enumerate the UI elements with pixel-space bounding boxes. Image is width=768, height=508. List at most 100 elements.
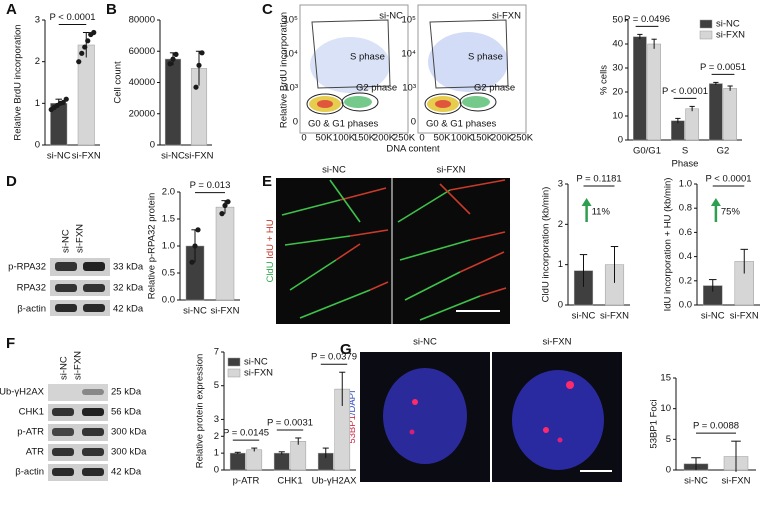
data-point — [91, 29, 97, 36]
data-point — [173, 51, 179, 57]
focus — [543, 427, 549, 433]
stain-2: IdU + HU — [265, 219, 276, 258]
y-tick-label: 50 — [612, 15, 623, 26]
panel-label: G — [340, 341, 352, 358]
bar — [685, 108, 699, 141]
y-tick-label: 2 — [214, 431, 219, 442]
image-sample: si-NC — [413, 337, 437, 348]
panel-label: E — [262, 173, 272, 190]
stain-1: 53BP1 — [347, 415, 358, 444]
flow-tick: 100K — [333, 133, 356, 144]
band — [55, 304, 77, 312]
y-axis-label: Relative protein expression — [195, 354, 206, 469]
p-value: P < 0.0001 — [662, 86, 708, 97]
x-tick-label: si-FXN — [72, 151, 101, 162]
band — [82, 408, 104, 416]
lane-label: si-NC — [59, 356, 70, 380]
y-tick-label: 1 — [35, 98, 40, 109]
focus — [557, 437, 563, 443]
gate-label: G2 phase — [474, 83, 515, 94]
data-point — [167, 61, 173, 67]
flow-tick: 10⁵ — [401, 15, 416, 26]
y-tick-label: 5 — [214, 380, 219, 391]
flow-tick: 100K — [451, 133, 474, 144]
bar — [246, 449, 263, 471]
callout-arrowhead — [581, 198, 592, 206]
bar — [723, 88, 737, 141]
blot-d — [50, 258, 110, 316]
flow-tick: 150K — [471, 133, 494, 144]
y-tick-label: 0 — [150, 140, 155, 151]
x-tick-label: si-NC — [701, 311, 725, 322]
size-label: 56 kDa — [111, 407, 142, 418]
y-tick-label: 1.0 — [162, 241, 175, 252]
band — [52, 408, 74, 416]
flow-plots — [299, 4, 527, 134]
flow-tick: 250K — [511, 133, 534, 144]
size-label: 25 kDa — [111, 387, 142, 398]
p-value: P = 0.0051 — [700, 62, 746, 73]
legend-swatch — [699, 19, 713, 29]
y-tick-label: 40000 — [129, 77, 155, 88]
y-tick-label: 20 — [612, 87, 623, 98]
legend-label: si-NC — [716, 19, 740, 30]
p-value: P = 0.0088 — [693, 421, 739, 432]
y-axis-label: % cells — [599, 65, 610, 95]
legend-swatch — [227, 368, 241, 378]
x-tick-label: si-NC — [684, 476, 708, 487]
y-tick-label: 0.4 — [679, 251, 692, 262]
foci-images — [360, 352, 622, 482]
data-point — [82, 44, 88, 50]
panel-label: F — [6, 335, 15, 352]
band — [52, 448, 74, 456]
data-point — [192, 243, 198, 249]
band — [55, 262, 77, 271]
data-point — [219, 211, 225, 217]
flow-tick: 200K — [373, 133, 396, 144]
p-value: P = 0.1181 — [576, 174, 621, 185]
y-tick-label: 0 — [35, 140, 40, 151]
bar — [215, 206, 235, 301]
band — [55, 284, 77, 292]
flow-tick: 50K — [316, 133, 334, 144]
panel-label: A — [6, 1, 17, 18]
y-tick-label: 1.5 — [162, 214, 175, 225]
bar — [647, 43, 661, 141]
legend-swatch — [699, 30, 713, 40]
flow-tick: 150K — [353, 133, 376, 144]
nucleus — [512, 370, 604, 470]
size-label: 32 kDa — [113, 283, 144, 294]
data-point — [189, 259, 195, 265]
x-tick-label: si-FXN — [730, 311, 759, 322]
y-axis-label: Cell count — [113, 61, 124, 104]
legend-label: si-FXN — [716, 30, 745, 41]
lane-label: si-NC — [61, 229, 72, 253]
y-axis-label: Relative BrdU incorporation — [13, 24, 24, 140]
stain-1: CldU — [265, 261, 276, 282]
gate-label: S phase — [350, 52, 385, 63]
stain-label: CldU IdU + HU — [265, 219, 276, 282]
y-tick-label: 20000 — [129, 108, 155, 119]
y-tick-label: 40 — [612, 39, 623, 50]
data-point — [85, 38, 91, 44]
data-point — [63, 96, 69, 102]
data-point — [225, 199, 231, 205]
lane-label: si-FXN — [75, 224, 86, 253]
fibers — [281, 179, 507, 321]
bar — [273, 452, 290, 471]
y-tick-label: 1 — [558, 259, 563, 270]
data-point — [199, 50, 205, 56]
x-tick-label: G0/G1 — [633, 146, 661, 157]
protein-label: β-actin — [17, 304, 46, 315]
fiber-images — [276, 178, 510, 324]
flow-blob — [435, 100, 451, 108]
flow-tick: 50K — [434, 133, 452, 144]
stain-label: 53BP1/DAPI — [347, 390, 358, 443]
bar — [709, 83, 723, 141]
p-value: P = 0.013 — [190, 180, 231, 191]
size-label: 42 kDa — [111, 467, 142, 478]
data-point — [79, 50, 85, 56]
data-point — [170, 56, 176, 62]
data-point — [222, 202, 228, 209]
